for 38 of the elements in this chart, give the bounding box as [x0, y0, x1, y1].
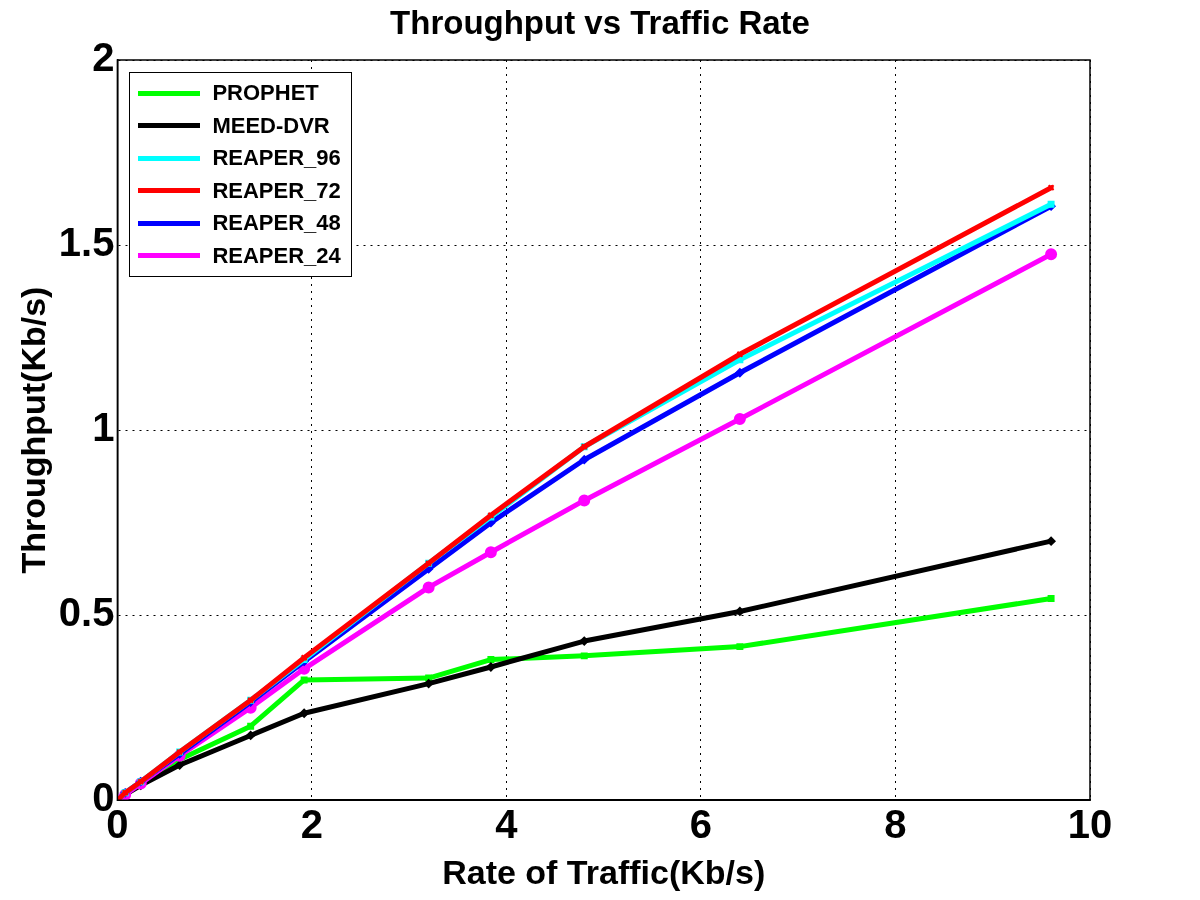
point	[1045, 248, 1058, 261]
legend-label: REAPER_72	[212, 177, 341, 204]
x-tick-label: 2	[300, 802, 324, 847]
x-tick-label: 8	[884, 802, 907, 847]
point	[1046, 536, 1056, 546]
point	[484, 546, 497, 559]
legend-label: MEED-DVR	[212, 112, 330, 139]
legend-label: REAPER_96	[212, 145, 341, 172]
point	[736, 643, 744, 651]
point	[486, 662, 496, 672]
x-tick-label: 4	[495, 802, 519, 847]
legend-label: PROPHET	[212, 80, 319, 107]
point	[299, 708, 309, 718]
point	[246, 730, 256, 740]
point	[579, 636, 589, 646]
x-tick-label: 6	[689, 802, 713, 847]
point	[1047, 595, 1055, 602]
y-axis-title: Throughput(Kb/s)	[13, 286, 52, 574]
x-axis-title: Rate of Traffic(Kb/s)	[442, 852, 766, 891]
point	[422, 581, 435, 594]
point	[736, 350, 744, 358]
y-tick-label: 2	[92, 35, 115, 80]
chart-title: Throughput vs Traffic Rate	[390, 4, 810, 41]
point	[487, 656, 495, 664]
point	[300, 676, 308, 684]
legend-label: REAPER_48	[212, 210, 341, 237]
point	[579, 455, 589, 465]
point	[580, 652, 588, 660]
point	[733, 413, 746, 425]
legend-label: REAPER_24	[212, 242, 341, 269]
point	[247, 722, 255, 730]
x-tick-label: 10	[1067, 802, 1113, 847]
point	[175, 760, 185, 770]
y-tick-label: 1.5	[58, 220, 115, 265]
point	[735, 368, 745, 378]
y-tick-label: 0.5	[58, 590, 115, 635]
y-tick-label: 1	[92, 405, 115, 450]
point	[578, 494, 591, 507]
